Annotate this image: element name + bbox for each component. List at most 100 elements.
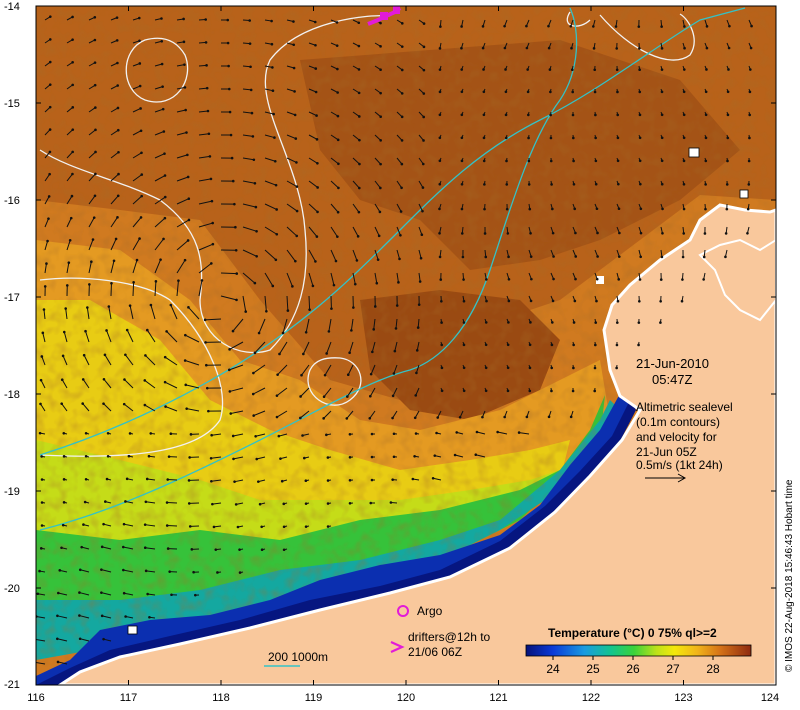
velocity-arrow	[330, 157, 339, 165]
velocity-arrow	[176, 86, 186, 90]
velocity-arrow-head	[64, 307, 68, 310]
velocity-arrow-head	[84, 329, 87, 333]
velocity-arrow	[66, 240, 71, 251]
velocity-arrow	[326, 341, 332, 354]
velocity-arrow-head	[569, 415, 573, 419]
velocity-arrow	[330, 134, 339, 141]
velocity-arrow-head	[315, 114, 318, 117]
velocity-arrow-head	[484, 321, 488, 324]
velocity-arrow	[110, 195, 119, 205]
velocity-arrow-head	[165, 524, 169, 527]
velocity-arrow-head	[116, 106, 120, 110]
velocity-arrow	[396, 226, 401, 236]
velocity-arrow-head	[81, 402, 85, 405]
velocity-arrow	[170, 304, 178, 320]
velocity-arrow-head	[204, 41, 208, 44]
velocity-arrow-head	[393, 349, 397, 353]
velocity-arrow-head	[460, 68, 464, 71]
velocity-arrow-head	[440, 321, 443, 324]
velocity-arrow-head	[48, 128, 52, 131]
velocity-arrow-head	[705, 25, 709, 28]
velocity-arrow-head	[379, 91, 382, 95]
velocity-arrow	[61, 403, 68, 412]
velocity-arrow	[308, 249, 316, 262]
velocity-arrow-head	[116, 84, 119, 87]
velocity-arrow-head	[314, 90, 318, 94]
velocity-arrow-head	[40, 355, 44, 358]
velocity-arrow-head	[162, 237, 165, 241]
velocity-arrow-head	[420, 233, 424, 237]
velocity-arrow	[102, 546, 112, 550]
velocity-arrow-head	[253, 351, 257, 355]
velocity-arrow-head	[84, 454, 88, 458]
velocity-arrow-head	[727, 46, 731, 50]
velocity-arrow	[323, 410, 332, 419]
velocity-arrow-head	[415, 371, 418, 375]
colorbar	[525, 644, 752, 657]
velocity-arrow-head	[370, 432, 374, 436]
island-marker	[127, 625, 138, 635]
velocity-arrow-head	[275, 208, 278, 211]
velocity-arrow-head	[725, 183, 729, 186]
velocity-arrow	[110, 129, 119, 136]
velocity-arrow-head	[527, 183, 531, 186]
velocity-arrow-head	[616, 90, 619, 94]
velocity-arrow-head	[506, 389, 510, 393]
velocity-arrow-head	[484, 255, 488, 259]
velocity-arrow	[205, 318, 222, 321]
velocity-arrow-head	[116, 194, 120, 198]
velocity-arrow-head	[336, 91, 339, 94]
velocity-arrow-head	[102, 522, 105, 526]
velocity-arrow-head	[660, 136, 664, 140]
velocity-arrow-head	[392, 372, 396, 375]
velocity-arrow	[36, 638, 46, 642]
velocity-arrow-head	[704, 207, 707, 211]
velocity-arrow-head	[273, 159, 277, 163]
velocity-arrow	[330, 111, 339, 117]
velocity-arrow-head	[39, 402, 42, 406]
velocity-arrow-head	[81, 378, 85, 381]
velocity-arrow-head	[184, 108, 187, 112]
velocity-arrow-head	[139, 107, 142, 110]
velocity-arrow-head	[316, 210, 319, 214]
velocity-arrow-head	[592, 47, 596, 50]
velocity-arrow	[352, 272, 356, 285]
velocity-arrow	[264, 180, 277, 186]
velocity-arrow-head	[48, 38, 52, 41]
velocity-arrow-head	[281, 331, 285, 335]
velocity-arrow-head	[231, 329, 235, 333]
velocity-arrow-head	[292, 20, 295, 23]
velocity-arrow	[220, 295, 237, 301]
velocity-arrow-head	[680, 299, 684, 303]
velocity-arrow	[42, 332, 46, 343]
velocity-arrow-head	[348, 351, 351, 355]
velocity-arrow	[286, 157, 297, 163]
velocity-arrow-head	[504, 113, 508, 117]
velocity-arrow-head	[336, 210, 340, 214]
x-tick-label: 124	[761, 692, 779, 704]
velocity-arrow-head	[204, 18, 208, 21]
velocity-arrow-head	[48, 83, 52, 86]
velocity-arrow-head	[304, 525, 308, 528]
velocity-arrow-head	[682, 90, 686, 94]
velocity-arrow-head	[235, 298, 238, 302]
velocity-arrow-head	[167, 455, 171, 458]
velocity-arrow-head	[503, 46, 507, 50]
velocity-arrow	[88, 129, 96, 136]
velocity-arrow-head	[345, 417, 349, 420]
velocity-arrow-head	[431, 476, 435, 480]
velocity-arrow-head	[550, 321, 554, 324]
velocity-arrow-head	[275, 415, 279, 419]
velocity-arrow	[352, 249, 358, 261]
velocity-arrow-head	[526, 68, 529, 71]
velocity-arrow-head	[260, 525, 263, 529]
velocity-arrow-head	[56, 660, 60, 664]
velocity-arrow	[198, 110, 209, 113]
velocity-arrow-head	[163, 380, 167, 384]
velocity-arrow	[198, 280, 203, 297]
velocity-arrow-head	[355, 259, 359, 262]
velocity-arrow-head	[660, 68, 664, 71]
velocity-arrow	[394, 341, 398, 352]
velocity-arrow-head	[439, 25, 442, 28]
velocity-arrow-head	[505, 183, 509, 186]
